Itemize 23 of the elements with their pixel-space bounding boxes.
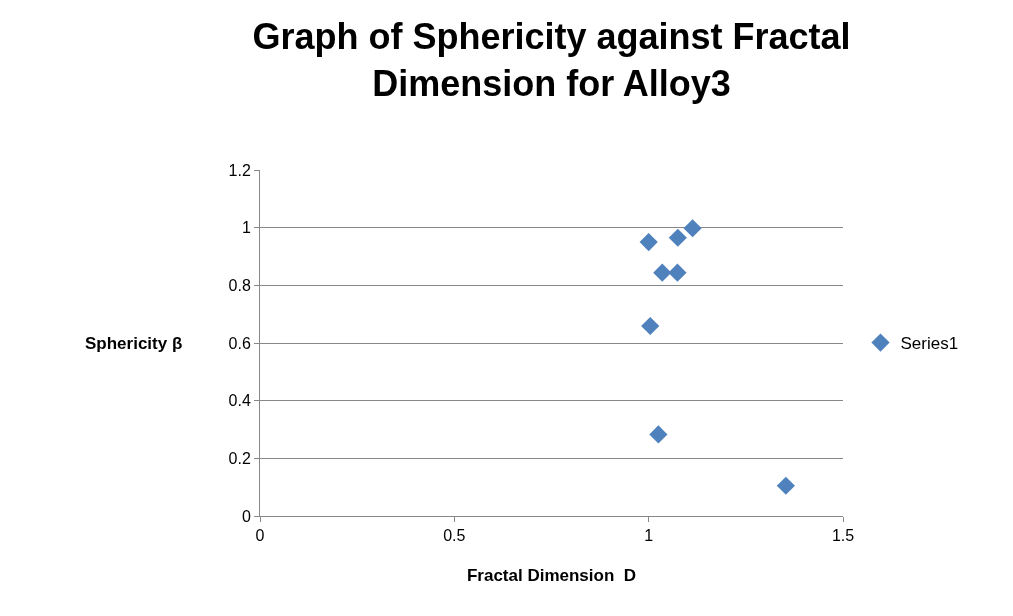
y-tick-label: 1 xyxy=(241,219,251,237)
chart-title: Graph of Sphericity against Fractal Dimension for Alloy3 xyxy=(252,16,851,105)
y-tick-label: 0.8 xyxy=(228,276,251,294)
y-tick-label: 0.4 xyxy=(228,392,251,410)
x-tick-label: 0.5 xyxy=(443,527,466,545)
y-tick-label: 0 xyxy=(241,507,251,525)
point xyxy=(639,232,658,252)
x-tick-label: 0 xyxy=(255,527,265,545)
legend-label: Series1 xyxy=(900,334,959,354)
y-axis-title: Sphericity β xyxy=(85,334,183,353)
y-tick-label: 0.2 xyxy=(228,449,251,467)
point xyxy=(668,263,687,282)
x-tick-label: 1.5 xyxy=(831,527,855,545)
y-tick-label: 0.6 xyxy=(228,334,251,352)
x-tick-label: 1 xyxy=(644,527,654,545)
point xyxy=(776,476,795,495)
x-axis-title: Fractal Dimension D xyxy=(466,565,637,585)
point xyxy=(653,263,672,282)
point xyxy=(649,425,668,444)
point xyxy=(641,316,660,336)
point xyxy=(683,219,702,238)
point xyxy=(668,228,687,247)
y-tick-label: 1.2 xyxy=(228,161,251,179)
